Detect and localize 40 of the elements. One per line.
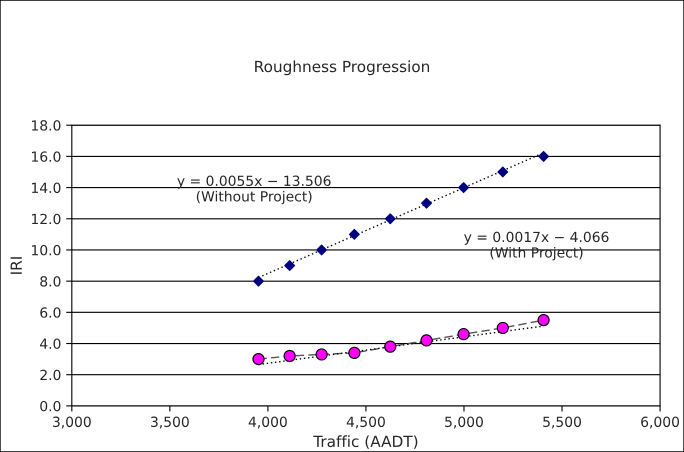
y-tick-label: 12.0 bbox=[32, 214, 60, 224]
y-tick-label: 14.0 bbox=[32, 182, 60, 194]
x-tick-label: 5,000 bbox=[445, 416, 483, 428]
point bbox=[384, 340, 396, 353]
x-tick-label: 3,000 bbox=[53, 416, 91, 428]
point bbox=[497, 166, 508, 178]
x-axis-title: Traffic (AADT) bbox=[313, 435, 418, 449]
point bbox=[348, 346, 360, 359]
annotation: y = 0.0017x − 4.066 (With Project) bbox=[464, 232, 609, 260]
y-tick-label: 8.0 bbox=[40, 276, 60, 287]
point bbox=[316, 348, 328, 361]
point bbox=[421, 198, 432, 209]
y-tick-label: 16.0 bbox=[32, 151, 60, 162]
point bbox=[252, 353, 265, 366]
y-tick-label: 4.0 bbox=[40, 338, 60, 349]
point bbox=[284, 350, 296, 362]
point bbox=[284, 260, 296, 272]
x-tick-label: 4,500 bbox=[346, 416, 385, 428]
x-tick-label: 4,000 bbox=[248, 416, 287, 428]
point bbox=[458, 182, 470, 194]
point bbox=[457, 328, 470, 340]
point bbox=[316, 244, 328, 256]
x-tick-label: 6,000 bbox=[641, 416, 680, 428]
y-tick-label: 2.0 bbox=[40, 370, 60, 380]
point bbox=[348, 228, 360, 240]
y-axis-title: IRI bbox=[10, 257, 22, 274]
point bbox=[538, 150, 550, 162]
y-tick-label: 18.0 bbox=[32, 120, 60, 131]
x-tick-label: 3,500 bbox=[151, 416, 189, 428]
annotation: y = 0.0055x − 13.506 (Without Project) bbox=[177, 176, 331, 204]
point bbox=[420, 334, 433, 347]
point bbox=[537, 314, 550, 326]
y-tick-label: 0.0 bbox=[40, 400, 60, 412]
point bbox=[253, 276, 264, 287]
y-tick-label: 6.0 bbox=[40, 307, 60, 318]
x-tick-label: 5,500 bbox=[543, 416, 581, 428]
chart-title: Roughness Progression bbox=[255, 60, 430, 76]
y-tick-label: 10.0 bbox=[32, 244, 60, 256]
point bbox=[496, 322, 509, 334]
point bbox=[384, 213, 396, 224]
